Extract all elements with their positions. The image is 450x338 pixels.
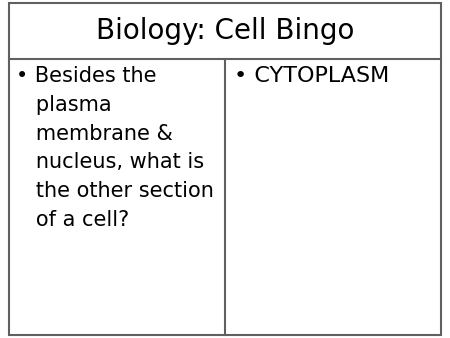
Text: Biology: Cell Bingo: Biology: Cell Bingo (96, 17, 354, 45)
Text: • CYTOPLASM: • CYTOPLASM (234, 66, 389, 86)
Text: • Besides the
   plasma
   membrane &
   nucleus, what is
   the other section
 : • Besides the plasma membrane & nucleus,… (16, 66, 214, 230)
